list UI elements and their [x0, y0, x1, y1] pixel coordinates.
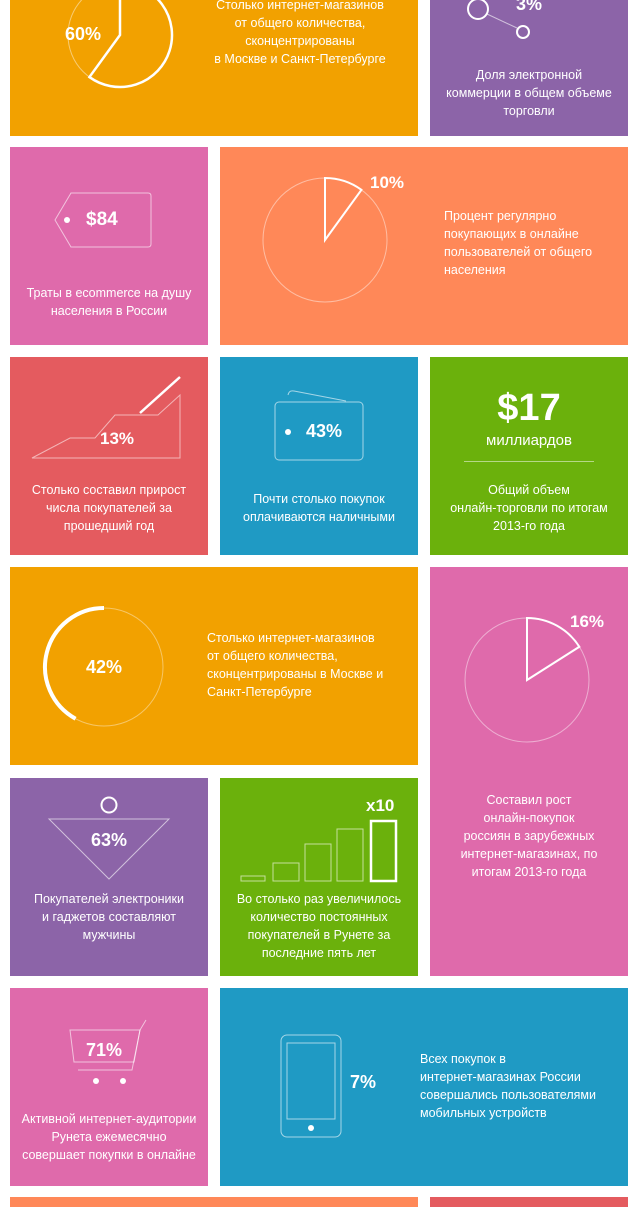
tile-next-row-left: [10, 1197, 418, 1207]
tile-per-capita: $84 Траты в ecommerce на душу населения …: [10, 147, 208, 345]
description: Процент регулярно покупающих в онлайне п…: [444, 209, 593, 277]
multiplier-label: x10: [366, 796, 395, 815]
smartphone-icon: [280, 1034, 342, 1138]
description: Столько составил прирост числа покупател…: [31, 483, 187, 533]
ring-arc: [43, 606, 105, 721]
description: Покупателей электроники и гаджетов соста…: [34, 892, 184, 942]
tile-active-audience: 71% Активной интернет-аудитории Рунета е…: [10, 988, 208, 1186]
percent-label: 71%: [86, 1040, 123, 1060]
description: Столько интернет-магазинов от общего кол…: [207, 631, 384, 699]
amount-label: $17: [497, 387, 561, 429]
tile-foreign-growth: 16% Составил рост онлайн-покупок россиян…: [430, 567, 628, 976]
tile-male-buyers: 63% Покупателей электроники и гаджетов с…: [10, 778, 208, 976]
pie-chart-icon: [464, 616, 590, 743]
ring-chart-icon: [43, 606, 164, 727]
percent-label: 7%: [350, 1072, 377, 1092]
price-tag-icon: [54, 192, 152, 248]
percent-label: 43%: [306, 421, 343, 441]
pie-slice: [526, 616, 581, 682]
percent-label: 16%: [570, 612, 605, 631]
shopping-cart-icon: [69, 1019, 147, 1084]
percent-label: 3%: [516, 0, 543, 14]
tile-regular-buyers: 10% Процент регулярно покупающих в онлай…: [220, 147, 628, 345]
tile-moscow-share-top: 60% Столько интернет-магазинов от общего…: [10, 0, 418, 136]
description: Почти столько покупок оплачиваются налич…: [243, 492, 395, 524]
percent-label: 63%: [90, 830, 128, 850]
connected-nodes-icon: [467, 0, 530, 39]
percent-label: 13%: [100, 429, 135, 448]
description: Общий объем онлайн-торговли по итогам 20…: [450, 483, 608, 533]
pie-slice: [324, 176, 363, 244]
unit-label: миллиардов: [486, 432, 572, 449]
percent-label: 42%: [85, 657, 123, 677]
description: Доля электронной коммерции в общем объем…: [446, 68, 612, 118]
wallet-icon: [274, 390, 364, 461]
description: Столько интернет-магазинов от общего кол…: [214, 0, 386, 66]
divider: [464, 461, 594, 462]
tile-buyers-growth: 13% Столько составил прирост числа покуп…: [10, 357, 208, 555]
description: Во столько раз увеличилось количество по…: [236, 892, 402, 960]
tile-regular-customers-growth: x10 Во столько раз увеличилось количеств…: [220, 778, 418, 976]
pie-chart-icon: [262, 176, 388, 303]
growth-chart-icon: [31, 376, 181, 459]
description: Активной интернет-аудитории Рунета ежеме…: [21, 1112, 197, 1162]
pie-slice: [87, 0, 174, 89]
price-label: $84: [86, 209, 118, 230]
pie-chart-icon: [67, 0, 174, 89]
percent-label: 10%: [370, 173, 405, 192]
description: Составил рост онлайн-покупок россиян в з…: [460, 793, 598, 879]
tile-cash-payments: 43% Почти столько покупок оплачиваются н…: [220, 357, 418, 555]
bar-steps-icon: [240, 819, 398, 883]
description: Всех покупок в интернет-магазинах России…: [420, 1052, 596, 1120]
tile-next-row-right: [430, 1197, 628, 1207]
male-symbol-icon: [47, 796, 171, 880]
tile-moscow-share-mid: 42% Столько интернет-магазинов от общего…: [10, 567, 418, 765]
tile-ecommerce-share: 3% Доля электронной коммерции в общем об…: [430, 0, 628, 136]
tile-total-volume: $17 миллиардов Общий объем онлайн-торгов…: [430, 357, 628, 555]
percent-label: 60%: [65, 24, 102, 44]
description: Траты в ecommerce на душу населения в Ро…: [26, 286, 192, 318]
tile-mobile-purchases: 7% Всех покупок в интернет-магазинах Рос…: [220, 988, 628, 1186]
